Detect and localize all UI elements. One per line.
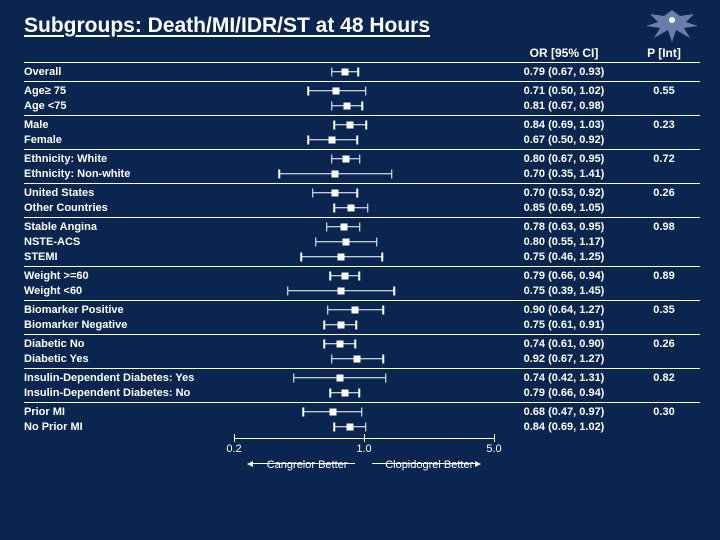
axis-label-left: Cangrelor Better — [267, 459, 348, 471]
subgroup: Age≥ 75 0.71 (0.50, 1.02) 0.55 Age <75 — [24, 81, 700, 115]
table-row: STEMI 0.75 (0.46, 1.25) — [24, 249, 700, 264]
or-value: 0.75 (0.39, 1.45) — [494, 285, 634, 297]
subgroup: Male 0.84 (0.69, 1.03) 0.23 Female — [24, 115, 700, 149]
or-value: 0.79 (0.66, 0.94) — [494, 270, 634, 282]
or-value: 0.85 (0.69, 1.05) — [494, 202, 634, 214]
row-label: Insulin-Dependent Diabetes: No — [24, 387, 234, 399]
subgroup: Stable Angina 0.78 (0.63, 0.95) 0.98 NST… — [24, 217, 700, 266]
p-value: 0.26 — [634, 329, 694, 359]
eagle-logo-icon — [642, 6, 702, 46]
table-row: Age≥ 75 0.71 (0.50, 1.02) 0.55 — [24, 83, 700, 98]
p-value: 0.23 — [634, 110, 694, 140]
row-label: Weight >=60 — [24, 270, 234, 282]
axis-label-right: Clopidogrel Better — [385, 459, 473, 471]
row-label: Stable Angina — [24, 221, 234, 233]
row-label: Age≥ 75 — [24, 85, 234, 97]
tick-label: 5.0 — [486, 443, 501, 455]
table-row: Prior MI 0.68 (0.47, 0.97) 0.30 — [24, 404, 700, 419]
or-value: 0.74 (0.61, 0.90) — [494, 338, 634, 350]
subgroup: Prior MI 0.68 (0.47, 0.97) 0.30 No Prior… — [24, 402, 700, 436]
row-label: NSTE-ACS — [24, 236, 234, 248]
p-value: 0.89 — [634, 261, 694, 291]
row-label: Prior MI — [24, 406, 234, 418]
table-row: Age <75 0.81 (0.67, 0.98) — [24, 98, 700, 113]
page-title: Subgroups: Death/MI/IDR/ST at 48 Hours — [0, 0, 720, 46]
p-value: 0.82 — [634, 363, 694, 393]
or-value: 0.67 (0.50, 0.92) — [494, 134, 634, 146]
subgroup: Overall 0.79 (0.67, 0.93) — [24, 62, 700, 81]
table-row: Insulin-Dependent Diabetes: No 0.79 (0.6… — [24, 385, 700, 400]
or-value: 0.80 (0.67, 0.95) — [494, 153, 634, 165]
table-row: No Prior MI 0.84 (0.69, 1.02) — [24, 419, 700, 434]
table-row: United States 0.70 (0.53, 0.92) 0.26 — [24, 185, 700, 200]
p-value: 0.98 — [634, 204, 694, 249]
forest-plot-table: OR [95% CI] P [Int] Overall 0.79 (0.67, … — [0, 46, 720, 478]
table-row: Overall 0.79 (0.67, 0.93) — [24, 64, 700, 79]
row-label: United States — [24, 187, 234, 199]
subgroup: Insulin-Dependent Diabetes: Yes 0.74 (0.… — [24, 368, 700, 402]
row-label: No Prior MI — [24, 421, 234, 433]
table-row: Male 0.84 (0.69, 1.03) 0.23 — [24, 117, 700, 132]
subgroup: Ethnicity: White 0.80 (0.67, 0.95) 0.72 … — [24, 149, 700, 183]
table-row: Weight <60 0.75 (0.39, 1.45) — [24, 283, 700, 298]
p-value: 0.30 — [634, 397, 694, 427]
table-row: Ethnicity: White 0.80 (0.67, 0.95) 0.72 — [24, 151, 700, 166]
x-axis: 0.2 1.0 5.0 Cangrelor Better Clopidogrel… — [234, 438, 494, 478]
or-value: 0.70 (0.35, 1.41) — [494, 168, 634, 180]
or-value: 0.74 (0.42, 1.31) — [494, 372, 634, 384]
table-row: Diabetic No 0.74 (0.61, 0.90) 0.26 — [24, 336, 700, 351]
or-value: 0.92 (0.67, 1.27) — [494, 353, 634, 365]
row-label: Biomarker Negative — [24, 319, 234, 331]
row-label: Other Countries — [24, 202, 234, 214]
tick-label: 0.2 — [226, 443, 241, 455]
row-label: STEMI — [24, 251, 234, 263]
or-value: 0.71 (0.50, 1.02) — [494, 85, 634, 97]
p-value: 0.35 — [634, 295, 694, 325]
table-row: Other Countries 0.85 (0.69, 1.05) — [24, 200, 700, 215]
row-label: Female — [24, 134, 234, 146]
row-label: Biomarker Positive — [24, 304, 234, 316]
table-row: Biomarker Positive 0.90 (0.64, 1.27) 0.3… — [24, 302, 700, 317]
row-label: Diabetic No — [24, 338, 234, 350]
p-value: 0.72 — [634, 144, 694, 174]
or-header: OR [95% CI] — [494, 46, 634, 60]
or-value: 0.68 (0.47, 0.97) — [494, 406, 634, 418]
row-label: Male — [24, 119, 234, 131]
row-label: Weight <60 — [24, 285, 234, 297]
row-label: Ethnicity: White — [24, 153, 234, 165]
or-value: 0.79 (0.67, 0.93) — [494, 66, 634, 78]
or-value: 0.75 (0.61, 0.91) — [494, 319, 634, 331]
row-label: Age <75 — [24, 100, 234, 112]
subgroup: Biomarker Positive 0.90 (0.64, 1.27) 0.3… — [24, 300, 700, 334]
or-value: 0.70 (0.53, 0.92) — [494, 187, 634, 199]
p-value: 0.26 — [634, 178, 694, 208]
p-value: 0.55 — [634, 76, 694, 106]
table-row: Female 0.67 (0.50, 0.92) — [24, 132, 700, 147]
row-label: Ethnicity: Non-white — [24, 168, 234, 180]
table-row: Ethnicity: Non-white 0.70 (0.35, 1.41) — [24, 166, 700, 181]
tick-label: 1.0 — [356, 443, 371, 455]
or-value: 0.79 (0.66, 0.94) — [494, 387, 634, 399]
subgroup: Weight >=60 0.79 (0.66, 0.94) 0.89 Weigh… — [24, 266, 700, 300]
or-value: 0.80 (0.55, 1.17) — [494, 236, 634, 248]
table-row: NSTE-ACS 0.80 (0.55, 1.17) — [24, 234, 700, 249]
table-row: Diabetic Yes 0.92 (0.67, 1.27) — [24, 351, 700, 366]
or-value: 0.78 (0.63, 0.95) — [494, 221, 634, 233]
or-value: 0.84 (0.69, 1.02) — [494, 421, 634, 433]
or-value: 0.81 (0.67, 0.98) — [494, 100, 634, 112]
table-row: Weight >=60 0.79 (0.66, 0.94) 0.89 — [24, 268, 700, 283]
row-label: Insulin-Dependent Diabetes: Yes — [24, 372, 234, 384]
or-value: 0.75 (0.46, 1.25) — [494, 251, 634, 263]
table-row: Stable Angina 0.78 (0.63, 0.95) 0.98 — [24, 219, 700, 234]
subgroup: United States 0.70 (0.53, 0.92) 0.26 Oth… — [24, 183, 700, 217]
table-header: OR [95% CI] P [Int] — [24, 46, 700, 62]
p-header: P [Int] — [634, 46, 694, 60]
row-label: Diabetic Yes — [24, 353, 234, 365]
table-row: Biomarker Negative 0.75 (0.61, 0.91) — [24, 317, 700, 332]
subgroup: Diabetic No 0.74 (0.61, 0.90) 0.26 Diabe… — [24, 334, 700, 368]
or-value: 0.90 (0.64, 1.27) — [494, 304, 634, 316]
or-value: 0.84 (0.69, 1.03) — [494, 119, 634, 131]
table-row: Insulin-Dependent Diabetes: Yes 0.74 (0.… — [24, 370, 700, 385]
row-label: Overall — [24, 66, 234, 78]
